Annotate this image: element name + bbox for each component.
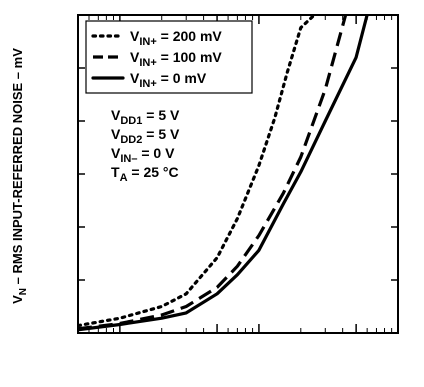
y-axis-label: VN – RMS INPUT-REFERRED NOISE – mV: [10, 48, 29, 304]
condition-line: VDD1 = 5 V: [111, 107, 180, 127]
legend-label: VIN+ = 100 mV: [130, 49, 222, 69]
condition-line: TA = 25 °C: [111, 164, 179, 184]
condition-line: VDD2 = 5 V: [111, 126, 180, 146]
series-line-dashed: [78, 15, 348, 331]
series-line-solid: [78, 15, 369, 332]
series-line-dotted: [78, 15, 316, 328]
axes: [77, 14, 399, 334]
legend-label: VIN+ = 200 mV: [130, 28, 222, 48]
legend-label: VIN+ = 0 mV: [130, 70, 207, 90]
condition-line: VIN– = 0 V: [111, 145, 175, 165]
annotation-backdrop: [108, 104, 202, 184]
series-layer: [78, 15, 369, 332]
axis-labels: VN – RMS INPUT-REFERRED NOISE – mV: [10, 48, 29, 304]
